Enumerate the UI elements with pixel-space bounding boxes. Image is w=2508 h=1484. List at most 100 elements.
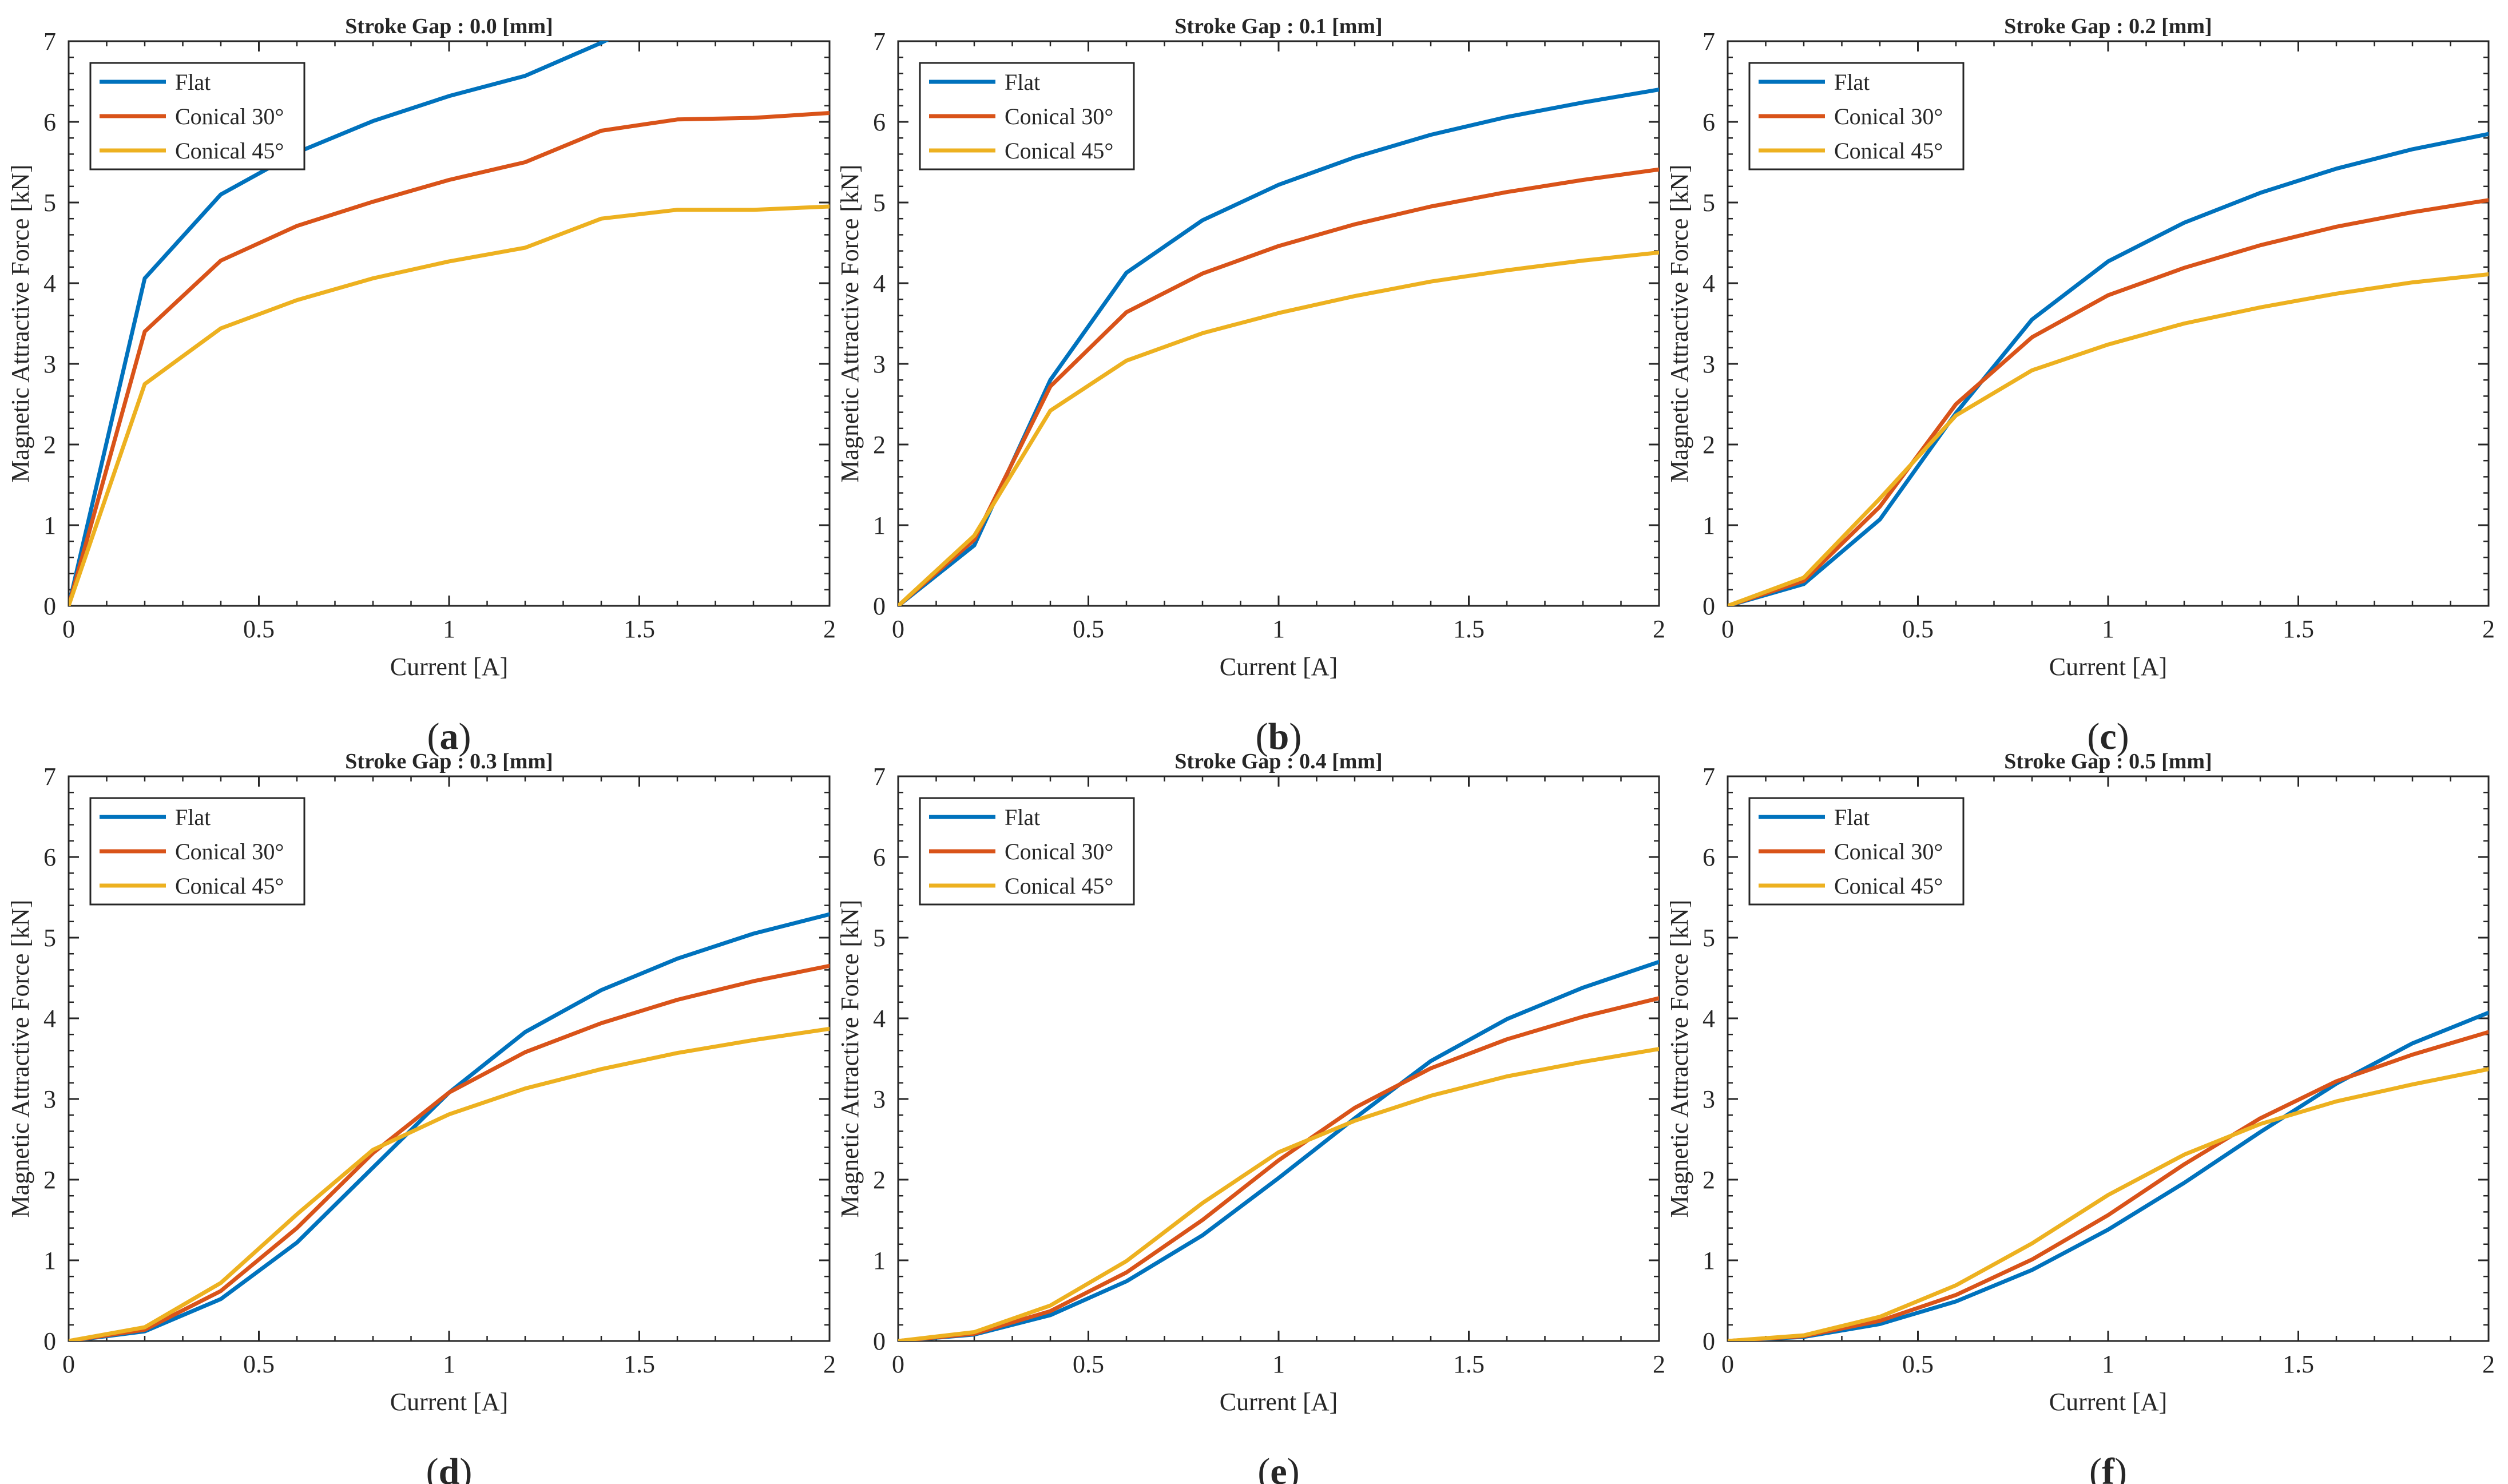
chart-d-title: Stroke Gap : 0.3 [mm] (345, 749, 553, 773)
chart-e: 0 1 2 3 4 5 6 7 0 0.5 1 1.5 2 Stroke Gap : 0.4 [mm] Cu… (836, 749, 1665, 1484)
chart-e-y-tick-label: 1 (873, 1247, 886, 1275)
chart-a-legend: Flat Conical 30° Conical 45° (89, 62, 305, 170)
chart-c-x-tick-label: 0 (1721, 615, 1734, 643)
chart-d-y-tick-label: 0 (43, 1327, 56, 1355)
chart-f-x-tick-label: 0.5 (1902, 1350, 1934, 1378)
chart-e-caption: (e) (1257, 1451, 1299, 1484)
chart-f-caption: (f) (2089, 1451, 2127, 1484)
chart-e-y-tick-label: 5 (873, 924, 886, 952)
chart-e-x-tick-label: 0 (892, 1350, 904, 1378)
chart-b-series-3-line (898, 250, 1659, 606)
chart-d-y-tick-label: 6 (43, 843, 56, 871)
chart-b-y-tick-label: 3 (873, 350, 886, 378)
chart-a-x-tick-label: 2 (823, 615, 836, 643)
chart-d-legend: Flat Conical 30° Conical 45° (89, 797, 305, 906)
chart-f-legend-label: Flat (1834, 804, 1870, 830)
chart-f-y-tick-label: 3 (1703, 1085, 1715, 1113)
chart-a-series-2-line (69, 111, 830, 606)
chart-c-y-tick-label: 5 (1703, 189, 1715, 217)
chart-c-caption: (c) (2087, 716, 2129, 757)
chart-e-y-tick-label: 3 (873, 1085, 886, 1113)
chart-b-x-tick-label: 1.5 (1453, 615, 1485, 643)
chart-a-title: Stroke Gap : 0.0 [mm] (345, 14, 553, 38)
chart-e-legend-label: Flat (1005, 804, 1040, 830)
chart-c-y-tick-label: 0 (1703, 592, 1715, 620)
chart-e-series-2-line (898, 996, 1659, 1341)
chart-b-caption: (b) (1256, 716, 1302, 757)
chart-d-legend-label: Conical 30° (175, 839, 284, 864)
chart-a-caption: (a) (427, 716, 471, 757)
chart-e-x-axis-label: Current [A] (1220, 1388, 1338, 1416)
chart-d-x-axis-label: Current [A] (390, 1388, 509, 1416)
chart-a-y-axis-label: Magnetic Attractive Force [kN] (6, 165, 34, 483)
chart-c-y-axis-label: Magnetic Attractive Force [kN] (1665, 165, 1693, 483)
chart-d-x-tick-label: 0.5 (243, 1350, 275, 1378)
chart-f-y-tick-label: 5 (1703, 924, 1715, 952)
chart-a-y-tick-label: 5 (43, 189, 56, 217)
chart-d-x-tick-label: 2 (823, 1350, 836, 1378)
chart-e-y-tick-label: 0 (873, 1327, 886, 1355)
chart-b-legend-label: Conical 45° (1005, 138, 1113, 164)
chart-f-y-tick-label: 2 (1703, 1166, 1715, 1194)
chart-f-x-tick-label: 1.5 (2283, 1350, 2314, 1378)
chart-c-series-2-line (1728, 198, 2489, 606)
chart-f-series-1-line (1728, 1010, 2489, 1341)
chart-d-x-tick-label: 1 (443, 1350, 455, 1378)
chart-b-series-2-line (898, 167, 1659, 606)
chart-c-y-tick-label: 1 (1703, 511, 1715, 539)
chart-a-x-tick-label: 0.5 (243, 615, 275, 643)
chart-a-y-tick-label: 2 (43, 431, 56, 459)
chart-a-series-3-line (69, 204, 830, 606)
chart-a-series-1-line (69, 41, 609, 606)
chart-a-x-tick-label: 1 (443, 615, 455, 643)
chart-c-legend-label: Flat (1834, 69, 1870, 95)
chart-f-plot-area (1728, 1010, 2489, 1341)
chart-d-plot-area (69, 912, 830, 1341)
chart-b-x-tick-label: 1 (1272, 615, 1285, 643)
chart-d-caption: (d) (426, 1451, 473, 1484)
chart-d-y-tick-label: 2 (43, 1166, 56, 1194)
chart-c-y-tick-label: 6 (1703, 108, 1715, 136)
chart-d: 0 1 2 3 4 5 6 7 0 0.5 1 1.5 2 Stroke Gap : 0.3 [mm] Cu… (6, 749, 836, 1484)
chart-b-x-axis-label: Current [A] (1220, 653, 1338, 681)
chart-f-series-3-line (1728, 1067, 2489, 1341)
chart-b-plot-area (898, 88, 1659, 606)
chart-e-x-tick-label: 2 (1653, 1350, 1665, 1378)
chart-e-series-3-line (898, 1047, 1659, 1341)
chart-b-x-tick-label: 2 (1653, 615, 1665, 643)
chart-e-legend-label: Conical 30° (1005, 839, 1113, 864)
chart-a-x-tick-label: 0 (62, 615, 75, 643)
chart-f-y-tick-label: 0 (1703, 1327, 1715, 1355)
chart-d-series-1-line (69, 912, 830, 1341)
chart-b-x-tick-label: 0.5 (1073, 615, 1104, 643)
chart-a-y-tick-label: 6 (43, 108, 56, 136)
chart-d-legend-label: Conical 45° (175, 873, 284, 899)
chart-a-y-tick-label: 0 (43, 592, 56, 620)
chart-b-y-tick-label: 5 (873, 189, 886, 217)
chart-c-x-tick-label: 1.5 (2283, 615, 2314, 643)
chart-d-x-tick-label: 1.5 (624, 1350, 655, 1378)
chart-d-y-tick-label: 4 (43, 1005, 56, 1033)
chart-c-x-tick-label: 2 (2482, 615, 2495, 643)
chart-e-plot-area (898, 959, 1659, 1341)
chart-d-y-tick-label: 7 (43, 763, 56, 791)
chart-e-title: Stroke Gap : 0.4 [mm] (1174, 749, 1382, 773)
chart-e-legend-label: Conical 45° (1005, 873, 1113, 899)
chart-d-x-tick-label: 0 (62, 1350, 75, 1378)
chart-b-legend-label: Flat (1005, 69, 1040, 95)
chart-d-y-tick-label: 3 (43, 1085, 56, 1113)
chart-c-title: Stroke Gap : 0.2 [mm] (2004, 14, 2212, 38)
chart-f: 0 1 2 3 4 5 6 7 0 0.5 1 1.5 2 Stroke Gap : 0.5 [mm] Cu… (1665, 749, 2495, 1484)
chart-a-y-tick-label: 7 (43, 27, 56, 55)
chart-f-legend-label: Conical 30° (1834, 839, 1943, 864)
chart-e-y-tick-label: 7 (873, 763, 886, 791)
chart-f-y-tick-label: 1 (1703, 1247, 1715, 1275)
chart-c-y-tick-label: 2 (1703, 431, 1715, 459)
chart-b-y-axis-label: Magnetic Attractive Force [kN] (836, 165, 864, 483)
chart-d-y-tick-label: 1 (43, 1247, 56, 1275)
chart-d-series-2-line (69, 963, 830, 1341)
chart-c-legend-label: Conical 45° (1834, 138, 1943, 164)
chart-b-x-tick-label: 0 (892, 615, 904, 643)
chart-f-y-axis-label: Magnetic Attractive Force [kN] (1665, 900, 1693, 1218)
